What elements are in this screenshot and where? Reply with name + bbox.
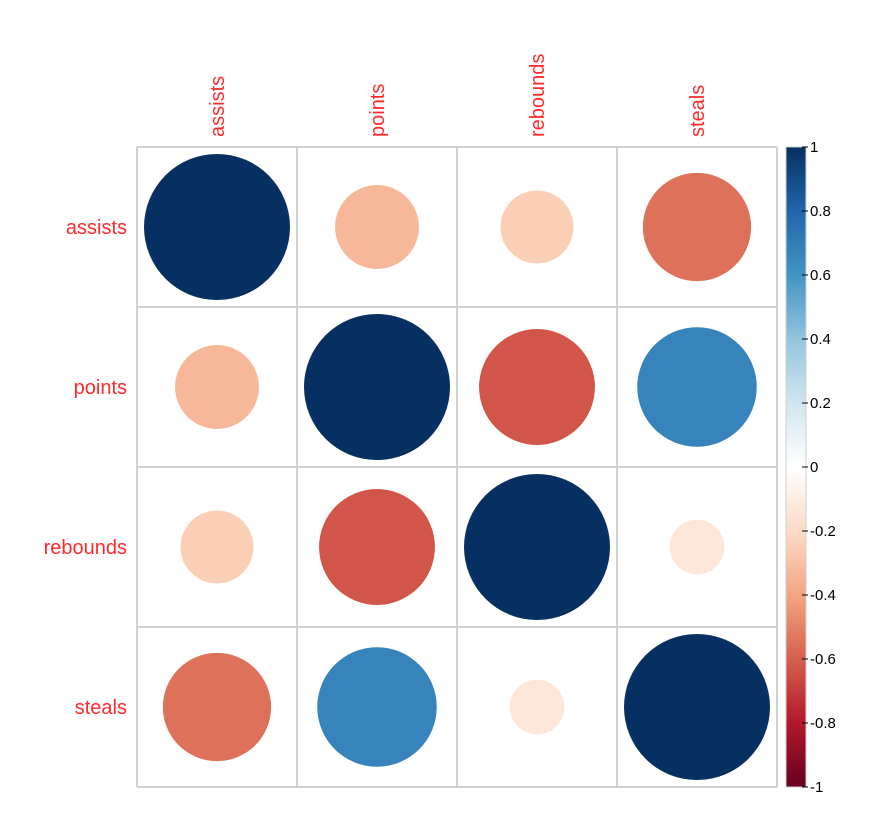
- col-label-steals: steals: [687, 85, 709, 137]
- colorbar-tick-label: -0.8: [810, 715, 836, 732]
- corr-circle-assists-points: [335, 185, 419, 269]
- corr-circle-assists-rebounds: [500, 190, 574, 264]
- colorbar-tick-label: -0.6: [810, 651, 836, 668]
- colorbar-tick-label: 0.2: [810, 395, 831, 412]
- colorbar-tick-label: 1: [810, 139, 818, 156]
- row-label-steals: steals: [75, 697, 127, 719]
- colorbar-tick-label: 0: [810, 459, 818, 476]
- colorbar-tick-label: 0.4: [810, 331, 831, 348]
- col-label-points: points: [367, 84, 389, 137]
- grid: [136, 146, 778, 788]
- corr-circle-rebounds-assists: [180, 510, 254, 584]
- col-label-rebounds: rebounds: [527, 54, 549, 137]
- row-label-points: points: [74, 377, 127, 399]
- corr-circle-rebounds-rebounds: [464, 474, 610, 620]
- colorbar: 1 0.8 0.6 0.4 0.2 0 -0.2 -0.4 -0.6 -0.8 -1: [785, 139, 836, 796]
- corr-circle-points-points: [304, 314, 450, 460]
- corr-circle-points-steals: [637, 327, 757, 447]
- row-label-assists: assists: [66, 217, 127, 239]
- corr-circle-steals-steals: [624, 634, 770, 780]
- corr-circle-points-rebounds: [479, 329, 595, 445]
- col-label-assists: assists: [207, 76, 229, 137]
- colorbar-tick-label: 0.6: [810, 267, 831, 284]
- colorbar-tick-label: -0.4: [810, 587, 836, 604]
- corr-circle-rebounds-points: [319, 489, 435, 605]
- corr-circle-assists-assists: [144, 154, 290, 300]
- corr-circle-steals-rebounds: [509, 679, 565, 735]
- corr-circle-points-assists: [175, 345, 259, 429]
- corr-circle-rebounds-steals: [669, 519, 725, 575]
- colorbar-tick-label: -0.2: [810, 523, 836, 540]
- col-labels: assists points rebounds steals: [207, 54, 709, 137]
- row-labels: assists points rebounds steals: [44, 217, 127, 719]
- corr-circle-assists-steals: [642, 172, 752, 282]
- colorbar-tick-label: 0.8: [810, 203, 831, 220]
- corr-circle-steals-points: [317, 647, 437, 767]
- circles: [144, 154, 770, 780]
- corr-circle-steals-assists: [162, 652, 272, 762]
- row-label-rebounds: rebounds: [44, 537, 127, 559]
- colorbar-tick-label: -1: [810, 779, 823, 796]
